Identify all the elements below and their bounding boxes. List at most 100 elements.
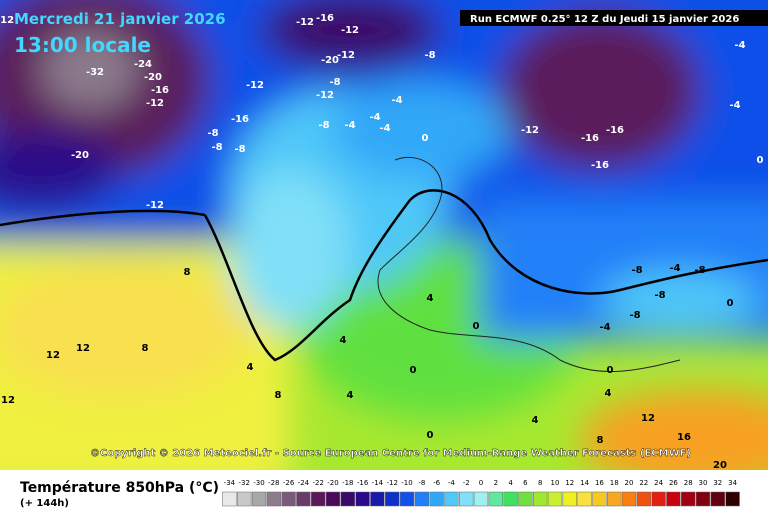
contour-label: -8 xyxy=(211,142,222,153)
legend-step: -30 xyxy=(253,479,264,487)
legend-step: -10 xyxy=(401,479,412,487)
contour-label: 4 xyxy=(340,335,347,346)
legend-step: 28 xyxy=(684,479,693,487)
contour-label: 0 xyxy=(422,133,429,144)
run-box xyxy=(460,10,768,26)
legend-swatch xyxy=(695,491,711,507)
contour-label: -20 xyxy=(71,150,89,161)
legend-step: -22 xyxy=(312,479,323,487)
legend-step: 0 xyxy=(479,479,483,487)
contour-label: -16 xyxy=(591,160,609,171)
contour-label: 4 xyxy=(427,293,434,304)
contour-label: -20 xyxy=(144,72,162,83)
legend-swatch xyxy=(488,491,503,507)
legend-swatch xyxy=(607,491,622,507)
legend-step: -26 xyxy=(283,479,295,487)
legend-swatch xyxy=(651,491,666,507)
legend-step: 30 xyxy=(699,479,708,487)
legend-swatch xyxy=(399,491,415,507)
legend-swatch xyxy=(636,491,651,507)
legend-step: 10 xyxy=(551,479,560,487)
run-text: Run ECMWF 0.25° 12 Z du Jeudi 15 janvier… xyxy=(470,14,739,25)
legend-swatch xyxy=(459,491,474,507)
legend-swatch xyxy=(296,491,311,507)
legend-step: -34 xyxy=(224,479,236,487)
contour-label: 8 xyxy=(597,435,604,446)
legend-swatch xyxy=(222,491,237,507)
legend-step: -20 xyxy=(327,479,338,487)
contour-label: -16 xyxy=(606,125,624,136)
contour-label: 0 xyxy=(473,321,480,332)
contour-label: -12 xyxy=(341,25,359,36)
legend-swatch xyxy=(251,491,267,507)
legend-step: 22 xyxy=(639,479,648,487)
legend-swatch xyxy=(577,491,592,507)
contour-label: -24 xyxy=(134,59,152,70)
contour-label: -4 xyxy=(599,322,610,333)
contour-label: -32 xyxy=(86,67,104,78)
legend-swatch xyxy=(281,491,296,507)
contour-label: -12 xyxy=(0,15,14,26)
time: 13:00 locale xyxy=(14,33,151,57)
legend-step: -14 xyxy=(372,479,384,487)
legend-step: 26 xyxy=(669,479,678,487)
legend-step: 18 xyxy=(610,479,619,487)
legend-swatch xyxy=(621,491,637,507)
contour-label: -8 xyxy=(329,77,340,88)
contour-label: 16 xyxy=(677,432,691,443)
legend-swatch xyxy=(414,491,429,507)
legend-swatch xyxy=(444,491,459,507)
contour-label: -4 xyxy=(729,100,740,111)
legend-subtitle: (+ 144h) xyxy=(20,498,69,509)
contour-label: 8 xyxy=(142,343,149,354)
contour-label: -8 xyxy=(318,120,329,131)
legend-swatch xyxy=(325,491,341,507)
legend-swatch xyxy=(503,491,518,507)
contour-label: -16 xyxy=(316,13,334,24)
legend-swatch xyxy=(473,491,489,507)
contour-label: -12 xyxy=(146,200,164,211)
legend-swatch xyxy=(237,491,252,507)
contour-label: -8 xyxy=(654,290,665,301)
legend-swatch xyxy=(370,491,385,507)
legend-swatch xyxy=(725,491,740,507)
contour-label: 0 xyxy=(427,430,434,441)
contour-label: -16 xyxy=(581,133,599,144)
contour-label: -8 xyxy=(631,265,642,276)
legend-step: 24 xyxy=(654,479,663,487)
contour-label: 4 xyxy=(605,388,612,399)
legend-step: -28 xyxy=(268,479,279,487)
contour-label: 0 xyxy=(607,365,614,376)
contour-label: -16 xyxy=(151,85,169,96)
contour-label: 0 xyxy=(410,365,417,376)
contour-label: 12 xyxy=(641,413,655,424)
legend-step: -6 xyxy=(433,479,441,487)
contour-label: -12 xyxy=(316,90,334,101)
contour-label: -4 xyxy=(379,123,390,134)
contour-label: -12 xyxy=(521,125,539,136)
legend-swatch xyxy=(710,491,725,507)
contour-label: -8 xyxy=(629,310,640,321)
legend-step: -2 xyxy=(463,479,470,487)
copyright: ©Copyright © 2026 Meteociel.fr - Source … xyxy=(90,448,691,459)
legend-step: -8 xyxy=(418,479,425,487)
legend-swatch xyxy=(340,491,355,507)
legend-step: -12 xyxy=(386,479,397,487)
contour-label: -4 xyxy=(344,120,355,131)
contour-label: 0 xyxy=(727,298,734,309)
contour-label: 12 xyxy=(1,395,15,406)
legend-step: 16 xyxy=(595,479,604,487)
legend-step: -18 xyxy=(342,479,353,487)
contour-label: -8 xyxy=(234,144,245,155)
legend-step: -32 xyxy=(238,479,249,487)
legend-step: -16 xyxy=(357,479,369,487)
contour-label: -4 xyxy=(669,263,680,274)
legend-step: 4 xyxy=(508,479,513,487)
legend-step: 6 xyxy=(523,479,528,487)
contour-label: -16 xyxy=(231,114,249,125)
date: Mercredi 21 janvier 2026 xyxy=(14,10,226,28)
contour-label: -4 xyxy=(369,112,380,123)
legend-swatch xyxy=(385,491,400,507)
legend-swatch xyxy=(681,491,696,507)
legend-step: 12 xyxy=(565,479,574,487)
